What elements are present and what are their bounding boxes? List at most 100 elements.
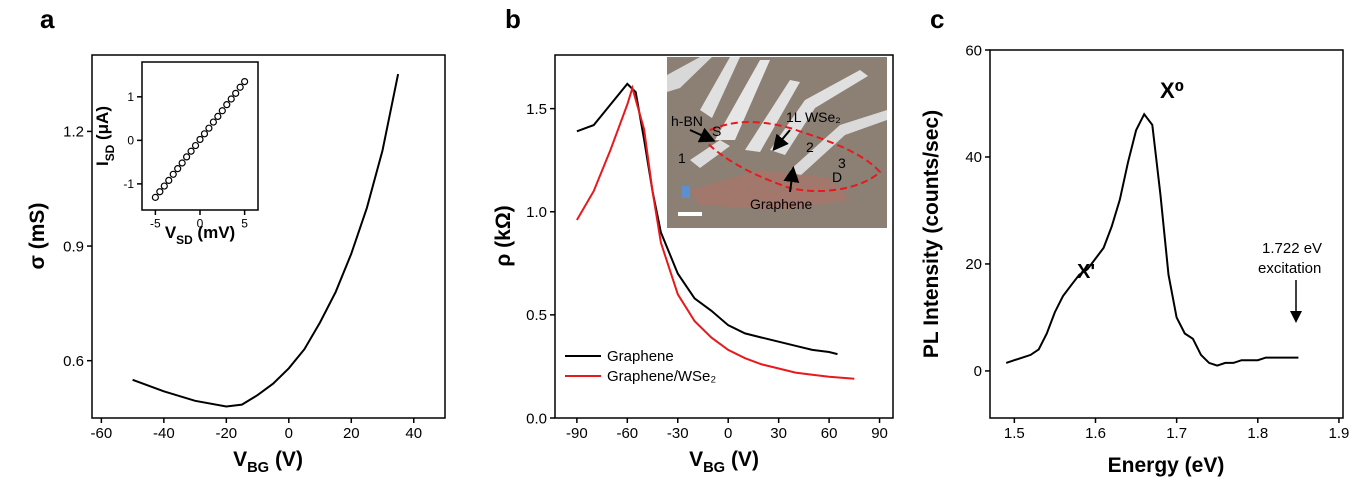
y-axis-label-part: I [93,161,112,166]
data-point [196,135,204,144]
y-tick-label: 0.6 [63,353,84,370]
data-point [160,182,168,190]
x-axis-label-part: (V) [269,448,303,471]
x-tick-label: 5 [241,217,248,231]
x-tick-label: 60 [821,425,838,442]
x-tick-label: 90 [871,425,888,442]
data-point [178,159,186,167]
panel-label: b [505,4,521,34]
x-tick-label: -40 [153,425,175,442]
x-axis-label: VBG (V) [689,448,759,476]
data-point [200,130,209,138]
image-label: 2 [806,139,814,155]
data-point [227,95,235,103]
x-axis-label: Energy (eV) [1108,454,1225,477]
data-line [132,73,400,408]
x-tick-label: 0 [285,425,293,442]
data-point [183,153,191,161]
x-tick-label: -5 [150,217,161,231]
x-tick-label: 0 [724,425,732,442]
x-axis-label-part: V [689,448,703,471]
x-tick-label: -60 [616,425,638,442]
x-tick-label: 1.6 [1085,425,1106,442]
data-point [151,193,159,201]
y-tick-label: 40 [965,149,982,166]
legend-label: Graphene [607,348,674,365]
data-line [576,84,855,380]
data-point [169,170,177,178]
y-axis-label: ISD (μA) [93,106,117,166]
y-axis-label-part: (μA) [93,106,112,145]
data-point [205,124,213,132]
x-axis-label-part: V [233,448,247,471]
data-line [576,82,838,356]
plot-frame [91,54,446,419]
x-tick-label: 0 [197,217,204,231]
data-point [214,112,222,121]
y-tick-label: 0 [127,134,134,148]
data-point [156,188,164,196]
y-tick-label: 0.9 [63,238,84,255]
image-label: 1 [678,150,686,166]
image-label: D [832,169,842,185]
image-label: h-BN [671,113,703,129]
y-tick-label: 0 [974,363,982,380]
y-tick-label: 60 [965,42,982,59]
y-tick-label: 1 [127,90,134,104]
x-axis-label: VSD (mV) [165,223,235,247]
x-tick-label: 1.5 [1004,425,1025,442]
x-tick-label: 20 [343,425,360,442]
y-tick-label: 1.5 [526,101,547,118]
image-label: 1L WSe₂ [786,109,841,125]
x-axis-label-part: BG [247,460,269,476]
x-tick-label: 1.8 [1247,425,1268,442]
data-point [209,118,217,126]
data-point [232,89,240,97]
x-axis-label-part: BG [703,460,725,476]
y-tick-label: 1.0 [526,204,547,221]
panel-label: c [930,4,944,34]
x-axis-label-part: (V) [725,448,759,471]
x-tick-label: -30 [667,425,689,442]
data-point [174,165,182,173]
data-line [1005,112,1299,367]
y-axis-label: σ (mS) [26,203,49,270]
legend-label: Graphene/WSe₂ [607,368,716,385]
y-tick-label: 0.5 [526,307,547,324]
x-axis-label-part: SD [176,233,193,247]
plot-frame [554,54,894,419]
x-tick-label: -60 [91,425,113,442]
data-point [165,176,173,184]
image-label: S [712,123,721,139]
y-tick-label: 0.0 [526,410,547,427]
x-tick-label: -20 [215,425,237,442]
y-axis-label: ρ (kΩ) [492,205,515,266]
panel-label: a [40,4,55,34]
plot-frame [989,49,1344,419]
y-tick-label: 20 [965,256,982,273]
annotation: excitation [1258,260,1321,277]
y-axis-label: PL Intensity (counts/sec) [920,110,943,358]
x-tick-label: 1.7 [1166,425,1187,442]
microscope-image [667,57,887,228]
image-label: Graphene [750,196,812,212]
x-axis-label: VBG (V) [233,448,303,476]
data-point [223,101,231,109]
data-point [218,107,226,115]
y-tick-label: 1.2 [63,124,84,141]
x-axis-label-part: V [165,223,177,242]
data-point [236,83,244,91]
annotation: X' [1077,261,1095,283]
data-point [187,147,195,155]
y-axis-label-part: SD [103,144,117,161]
y-tick-label: -1 [123,177,134,191]
annotation: X⁰ [1160,78,1184,103]
image-label: 3 [838,155,846,171]
x-tick-label: 30 [770,425,787,442]
x-tick-label: 40 [405,425,422,442]
data-point [191,141,200,150]
x-tick-label: 1.9 [1329,425,1350,442]
data-point [241,77,249,86]
x-axis-label-part: (mV) [193,223,236,242]
